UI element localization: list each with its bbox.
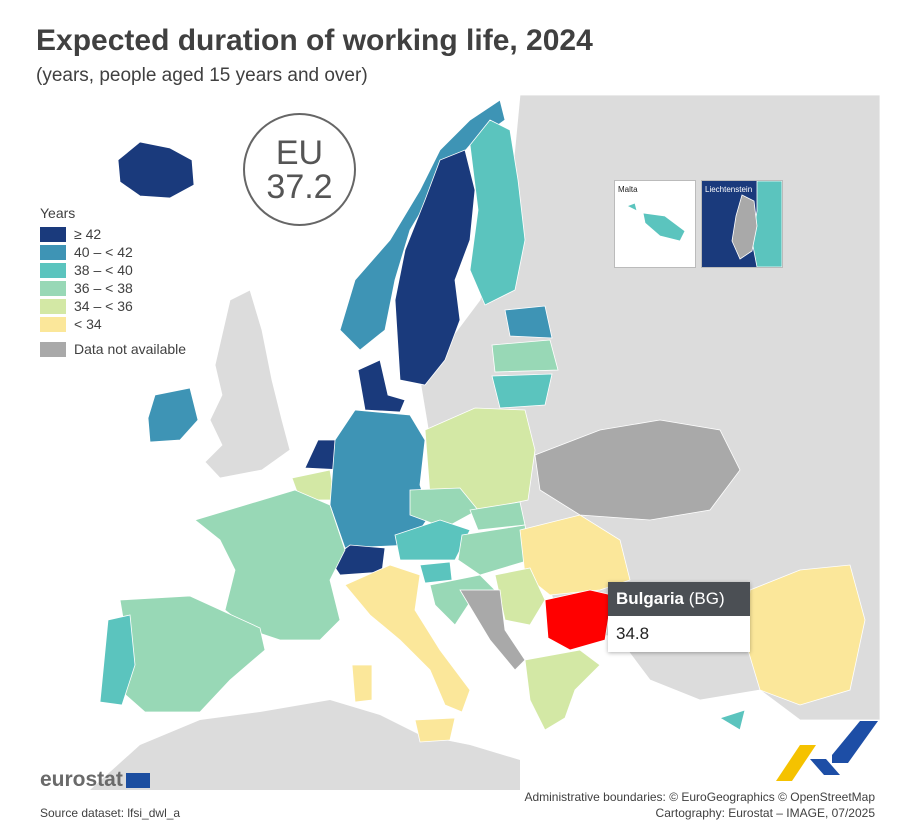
country-norway[interactable] — [339, 99, 506, 351]
tooltip-value: 34.8 — [616, 624, 650, 643]
legend-swatch — [40, 280, 66, 296]
country-balkans-na[interactable] — [459, 589, 526, 671]
legend-title: Years — [40, 205, 76, 221]
legend-label: 36 – < 38 — [74, 280, 133, 296]
eu-value: 37.2 — [266, 167, 333, 206]
map-title: Expected duration of working life, 2024 — [36, 24, 593, 57]
country-iceland[interactable] — [117, 141, 195, 199]
country-ireland[interactable] — [147, 387, 199, 443]
country-ukraine-na[interactable] — [534, 419, 741, 521]
legend-swatch — [40, 226, 66, 242]
country-serbia[interactable] — [494, 567, 546, 626]
country-slovenia[interactable] — [419, 561, 453, 584]
land-uk — [204, 289, 291, 479]
legend-item[interactable]: 38 – < 40 — [40, 261, 186, 279]
inset-liechtenstein[interactable]: Liechtenstein — [701, 180, 783, 268]
country-sardinia[interactable] — [351, 664, 373, 703]
country-estonia[interactable] — [504, 305, 553, 339]
map-legend: Years ≥ 42 40 – < 42 38 – < 40 36 – < 38… — [40, 205, 186, 358]
tooltip-country: Bulgaria — [616, 589, 685, 608]
eurostat-logo[interactable]: eurostat — [40, 768, 150, 792]
legend-item[interactable]: < 34 — [40, 315, 186, 333]
legend-item[interactable]: 40 – < 42 — [40, 243, 186, 261]
credits-cartography: Cartography: Eurostat – IMAGE, 07/2025 — [655, 806, 875, 820]
country-italy[interactable] — [344, 564, 471, 713]
brand-stripes — [776, 721, 878, 781]
land-north-africa — [90, 700, 520, 790]
country-sicily[interactable] — [414, 717, 456, 743]
country-germany[interactable] — [329, 409, 431, 549]
inset-malta[interactable]: Malta — [614, 180, 696, 268]
malta-shape — [626, 202, 686, 242]
legend-label: Data not available — [74, 341, 187, 357]
country-greece[interactable] — [524, 649, 601, 731]
country-finland[interactable] — [469, 119, 526, 306]
country-cyprus[interactable] — [719, 709, 746, 731]
country-turkey[interactable] — [744, 564, 866, 706]
source-dataset: Source dataset: lfsi_dwl_a — [40, 806, 181, 820]
country-sweden[interactable] — [394, 149, 476, 386]
legend-swatch — [40, 316, 66, 332]
country-france[interactable] — [194, 489, 346, 641]
map-subtitle: (years, people aged 15 years and over) — [36, 65, 368, 86]
country-tooltip: Bulgaria (BG) 34.8 — [608, 582, 750, 652]
legend-item[interactable]: 34 – < 36 — [40, 297, 186, 315]
eu-label: EU — [275, 133, 324, 172]
legend-swatch — [40, 244, 66, 260]
credits-boundaries: Administrative boundaries: © EuroGeograp… — [524, 790, 875, 804]
inset-malta-label: Malta — [618, 185, 638, 194]
country-lithuania[interactable] — [491, 373, 553, 409]
inset-liechtenstein-label: Liechtenstein — [705, 185, 753, 194]
tooltip-header: Bulgaria (BG) — [608, 582, 750, 616]
country-bulgaria[interactable] — [544, 589, 613, 651]
country-portugal[interactable] — [99, 614, 136, 706]
tooltip-code: (BG) — [688, 589, 725, 608]
legend-label: 38 – < 40 — [74, 262, 133, 278]
legend-swatch — [40, 262, 66, 278]
legend-swatch — [40, 298, 66, 314]
eu-average-badge: EU 37.2 — [243, 113, 356, 226]
country-latvia[interactable] — [491, 339, 559, 373]
eu-flag-icon — [125, 772, 150, 788]
legend-label: ≥ 42 — [74, 226, 102, 242]
credits: Administrative boundaries: © EuroGeograp… — [524, 789, 875, 821]
legend-label: 40 – < 42 — [74, 244, 133, 260]
legend-item-na[interactable]: Data not available — [40, 340, 186, 358]
country-denmark[interactable] — [357, 359, 406, 413]
liechtenstein-shape — [731, 181, 782, 267]
legend-item[interactable]: 36 – < 38 — [40, 279, 186, 297]
legend-label: < 34 — [74, 316, 102, 332]
legend-item[interactable]: ≥ 42 — [40, 225, 186, 243]
legend-swatch — [40, 341, 66, 357]
logo-text: eurostat — [40, 768, 123, 791]
legend-label: 34 – < 36 — [74, 298, 133, 314]
country-czechia[interactable] — [409, 487, 479, 529]
country-hungary[interactable] — [457, 524, 531, 576]
